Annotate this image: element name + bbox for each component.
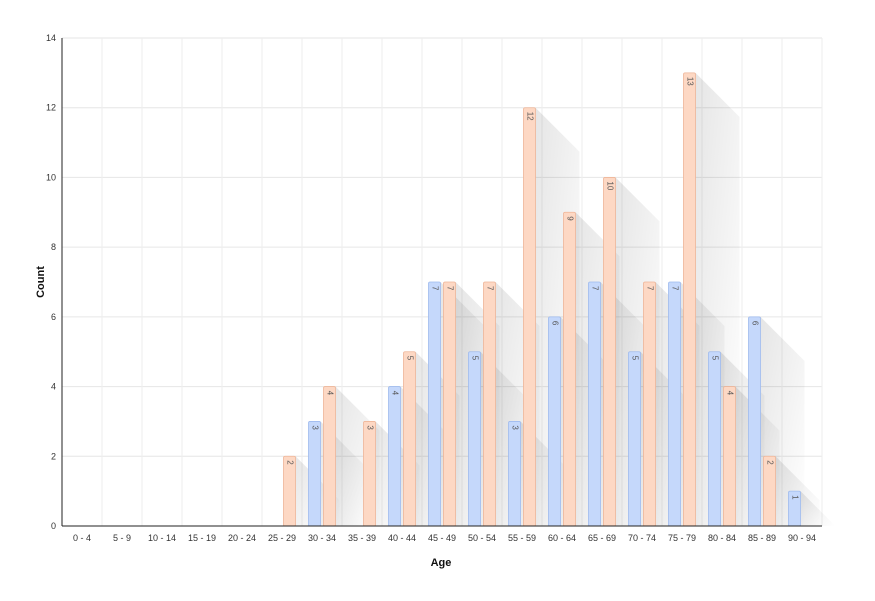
bar-value-label: 2 xyxy=(766,460,775,465)
x-tick-label: 70 - 74 xyxy=(628,533,656,543)
bar xyxy=(628,351,641,527)
bar-value-label: 7 xyxy=(646,286,655,291)
x-tick-label: 50 - 54 xyxy=(468,533,496,543)
bar-value-label: 7 xyxy=(446,286,455,291)
x-tick-label: 15 - 19 xyxy=(188,533,216,543)
bar xyxy=(668,281,681,527)
bar xyxy=(403,351,416,527)
x-tick-label: 45 - 49 xyxy=(428,533,456,543)
bar-value-label: 2 xyxy=(286,460,295,465)
bar-value-label: 4 xyxy=(391,391,400,396)
bar-value-label: 5 xyxy=(406,356,415,361)
x-tick-label: 80 - 84 xyxy=(708,533,736,543)
bar xyxy=(643,281,656,527)
x-tick-label: 0 - 4 xyxy=(73,533,91,543)
bar-value-label: 6 xyxy=(751,321,760,326)
y-tick-label: 2 xyxy=(51,451,56,461)
y-tick-label: 10 xyxy=(46,172,56,182)
bar xyxy=(763,455,776,527)
x-tick-label: 35 - 39 xyxy=(348,533,376,543)
x-tick-label: 30 - 34 xyxy=(308,533,336,543)
bar-value-label: 9 xyxy=(566,216,575,221)
y-axis-title: Count xyxy=(35,266,47,298)
bar-value-label: 7 xyxy=(671,286,680,291)
bar-value-label: 5 xyxy=(471,356,480,361)
bar xyxy=(283,455,296,527)
x-tick-label: 65 - 69 xyxy=(588,533,616,543)
bar xyxy=(683,72,696,527)
bar xyxy=(508,421,521,527)
bar-value-label: 6 xyxy=(551,321,560,326)
bar xyxy=(523,107,536,527)
x-tick-label: 25 - 29 xyxy=(268,533,296,543)
y-tick-label: 6 xyxy=(51,312,56,322)
y-tick-label: 4 xyxy=(51,382,56,392)
bar-value-label: 10 xyxy=(606,181,615,190)
y-tick-label: 14 xyxy=(46,33,56,43)
bar-value-label: 4 xyxy=(726,391,735,396)
bar-value-label: 7 xyxy=(591,286,600,291)
x-tick-label: 55 - 59 xyxy=(508,533,536,543)
bar-value-label: 5 xyxy=(631,356,640,361)
bar xyxy=(483,281,496,527)
bar-value-label: 1 xyxy=(791,495,800,500)
bar xyxy=(548,316,561,527)
bar xyxy=(723,386,736,527)
bar-value-label: 7 xyxy=(431,286,440,291)
bar xyxy=(323,386,336,527)
bar-value-label: 12 xyxy=(526,112,535,121)
bar xyxy=(428,281,441,527)
x-axis-title: Age xyxy=(431,557,452,569)
bar-value-label: 3 xyxy=(511,425,520,430)
bar xyxy=(708,351,721,527)
bar xyxy=(363,421,376,527)
x-tick-label: 10 - 14 xyxy=(148,533,176,543)
x-tick-label: 5 - 9 xyxy=(113,533,131,543)
bar xyxy=(748,316,761,527)
bar xyxy=(388,386,401,527)
bar-value-label: 7 xyxy=(486,286,495,291)
y-tick-label: 12 xyxy=(46,103,56,113)
bar xyxy=(308,421,321,527)
x-tick-label: 60 - 64 xyxy=(548,533,576,543)
x-tick-label: 85 - 89 xyxy=(748,533,776,543)
bar-value-label: 4 xyxy=(326,391,335,396)
x-tick-label: 20 - 24 xyxy=(228,533,256,543)
bar-value-label: 3 xyxy=(366,425,375,430)
bar xyxy=(443,281,456,527)
x-tick-label: 75 - 79 xyxy=(668,533,696,543)
bar xyxy=(603,177,616,527)
x-tick-label: 40 - 44 xyxy=(388,533,416,543)
x-tick-label: 90 - 94 xyxy=(788,533,816,543)
y-tick-label: 0 xyxy=(51,521,56,531)
bar-value-label: 5 xyxy=(711,356,720,361)
bar-value-label: 13 xyxy=(686,77,695,86)
bar xyxy=(468,351,481,527)
y-tick-label: 8 xyxy=(51,242,56,252)
bar-value-label: 3 xyxy=(311,425,320,430)
bar xyxy=(563,211,576,527)
bar xyxy=(588,281,601,527)
